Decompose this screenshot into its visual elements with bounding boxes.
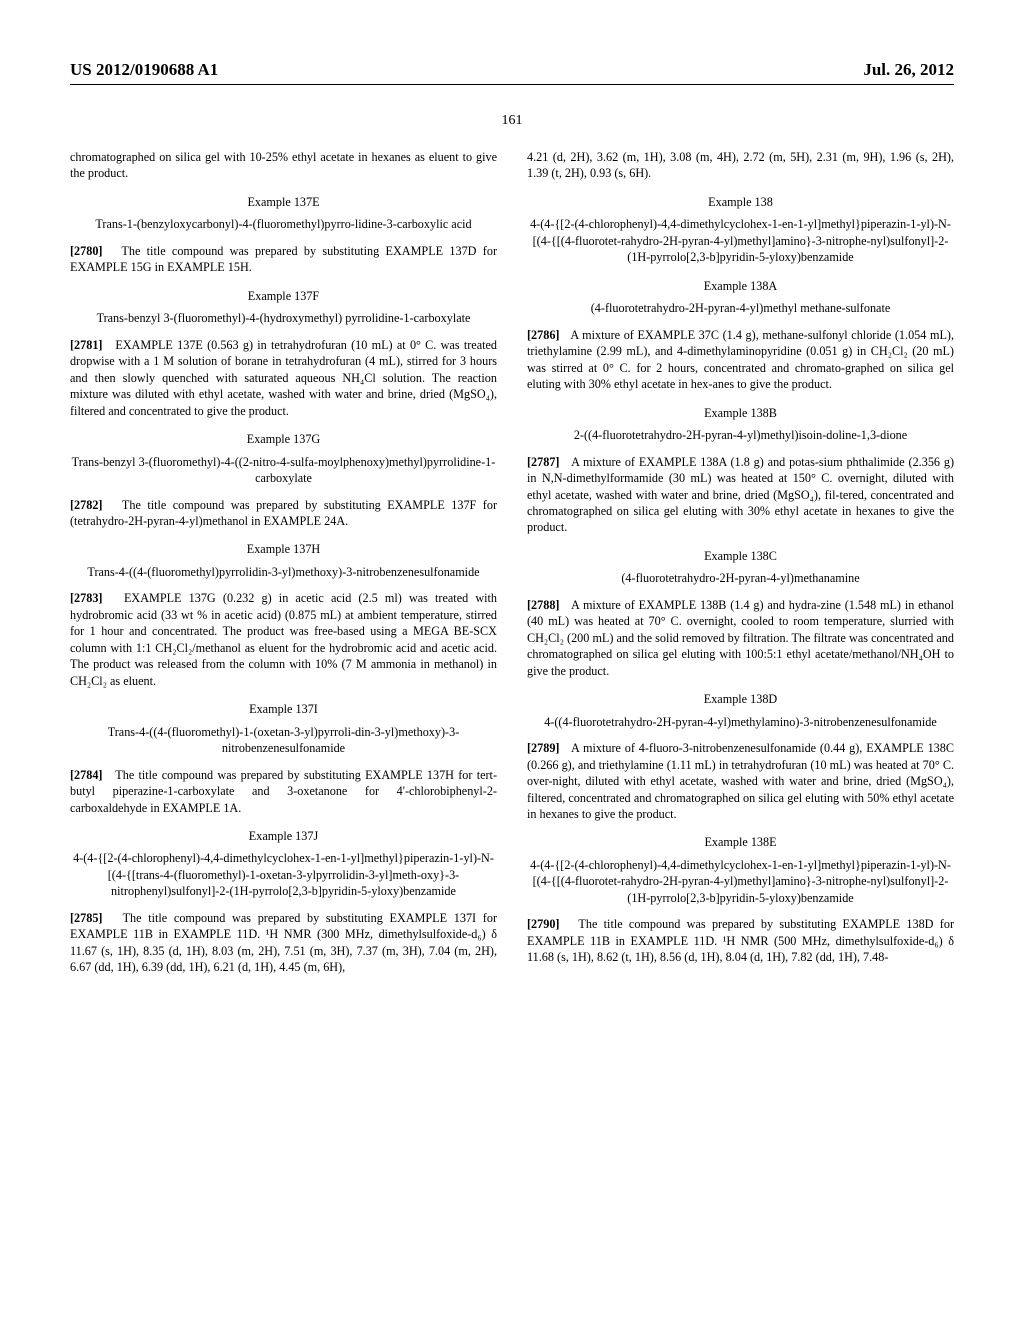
example-138b-heading: Example 138B — [527, 405, 954, 421]
para-text: EXAMPLE 137E (0.563 g) in tetrahydrofura… — [70, 338, 497, 418]
para-text: A mixture of EXAMPLE 138B (1.4 g) and hy… — [527, 598, 954, 678]
para-number: [2782] — [70, 498, 103, 512]
example-137f-compound: Trans-benzyl 3-(fluoromethyl)-4-(hydroxy… — [70, 310, 497, 326]
para-number: [2785] — [70, 911, 103, 925]
example-137i-heading: Example 137I — [70, 701, 497, 717]
para-number: [2784] — [70, 768, 103, 782]
para-2789: [2789] A mixture of 4-fluoro-3-nitrobenz… — [527, 740, 954, 822]
para-text: The title compound was prepared by subst… — [70, 244, 497, 274]
example-137j-compound: 4-(4-{[2-(4-chlorophenyl)-4,4-dimethylcy… — [70, 850, 497, 899]
example-137g-heading: Example 137G — [70, 431, 497, 447]
example-138a-heading: Example 138A — [527, 278, 954, 294]
example-138d-heading: Example 138D — [527, 691, 954, 707]
para-text: A mixture of 4-fluoro-3-nitrobenzenesulf… — [527, 741, 954, 821]
publication-date: Jul. 26, 2012 — [863, 60, 954, 80]
para-text: EXAMPLE 137G (0.232 g) in acetic acid (2… — [70, 591, 497, 687]
example-137g-compound: Trans-benzyl 3-(fluoromethyl)-4-((2-nitr… — [70, 454, 497, 487]
example-138a-compound: (4-fluorotetrahydro-2H-pyran-4-yl)methyl… — [527, 300, 954, 316]
example-138e-compound: 4-(4-{[2-(4-chlorophenyl)-4,4-dimethylcy… — [527, 857, 954, 906]
para-text: The title compound was prepared by subst… — [527, 917, 954, 964]
para-text: The title compound was prepared by subst… — [70, 498, 497, 528]
para-text: The title compound was prepared by subst… — [70, 911, 497, 974]
example-138-heading: Example 138 — [527, 194, 954, 210]
example-138d-compound: 4-((4-fluorotetrahydro-2H-pyran-4-yl)met… — [527, 714, 954, 730]
page-number: 161 — [70, 113, 954, 129]
example-137h-heading: Example 137H — [70, 541, 497, 557]
example-137h-compound: Trans-4-((4-(fluoromethyl)pyrrolidin-3-y… — [70, 564, 497, 580]
para-2788: [2788] A mixture of EXAMPLE 138B (1.4 g)… — [527, 597, 954, 679]
two-column-body: chromatographed on silica gel with 10-25… — [70, 149, 954, 982]
example-138-compound: 4-(4-{[2-(4-chlorophenyl)-4,4-dimethylcy… — [527, 216, 954, 265]
example-137e-heading: Example 137E — [70, 194, 497, 210]
example-137j-heading: Example 137J — [70, 828, 497, 844]
example-137i-compound: Trans-4-((4-(fluoromethyl)-1-(oxetan-3-y… — [70, 724, 497, 757]
patent-page: US 2012/0190688 A1 Jul. 26, 2012 161 chr… — [0, 0, 1024, 1022]
para-2783: [2783] EXAMPLE 137G (0.232 g) in acetic … — [70, 590, 497, 689]
para-number: [2790] — [527, 917, 560, 931]
para-text: A mixture of EXAMPLE 138A (1.8 g) and po… — [527, 455, 954, 535]
example-138b-compound: 2-((4-fluorotetrahydro-2H-pyran-4-yl)met… — [527, 427, 954, 443]
continuation-text: 4.21 (d, 2H), 3.62 (m, 1H), 3.08 (m, 4H)… — [527, 149, 954, 182]
example-138c-compound: (4-fluorotetrahydro-2H-pyran-4-yl)methan… — [527, 570, 954, 586]
para-number: [2787] — [527, 455, 560, 469]
para-2785: [2785] The title compound was prepared b… — [70, 910, 497, 976]
para-number: [2783] — [70, 591, 103, 605]
right-column: 4.21 (d, 2H), 3.62 (m, 1H), 3.08 (m, 4H)… — [527, 149, 954, 982]
para-2782: [2782] The title compound was prepared b… — [70, 497, 497, 530]
para-text: The title compound was prepared by subst… — [70, 768, 497, 815]
para-2786: [2786] A mixture of EXAMPLE 37C (1.4 g),… — [527, 327, 954, 393]
para-2787: [2787] A mixture of EXAMPLE 138A (1.8 g)… — [527, 454, 954, 536]
example-138c-heading: Example 138C — [527, 548, 954, 564]
para-number: [2789] — [527, 741, 560, 755]
para-number: [2788] — [527, 598, 560, 612]
para-2780: [2780] The title compound was prepared b… — [70, 243, 497, 276]
example-138e-heading: Example 138E — [527, 834, 954, 850]
example-137e-compound: Trans-1-(benzyloxycarbonyl)-4-(fluoromet… — [70, 216, 497, 232]
continuation-text: chromatographed on silica gel with 10-25… — [70, 149, 497, 182]
para-2784: [2784] The title compound was prepared b… — [70, 767, 497, 816]
example-137f-heading: Example 137F — [70, 288, 497, 304]
para-number: [2786] — [527, 328, 560, 342]
para-number: [2780] — [70, 244, 103, 258]
para-text: A mixture of EXAMPLE 37C (1.4 g), methan… — [527, 328, 954, 391]
para-2781: [2781] EXAMPLE 137E (0.563 g) in tetrahy… — [70, 337, 497, 419]
left-column: chromatographed on silica gel with 10-25… — [70, 149, 497, 982]
patent-number: US 2012/0190688 A1 — [70, 60, 218, 80]
page-header: US 2012/0190688 A1 Jul. 26, 2012 — [70, 60, 954, 85]
para-2790: [2790] The title compound was prepared b… — [527, 916, 954, 965]
para-number: [2781] — [70, 338, 103, 352]
